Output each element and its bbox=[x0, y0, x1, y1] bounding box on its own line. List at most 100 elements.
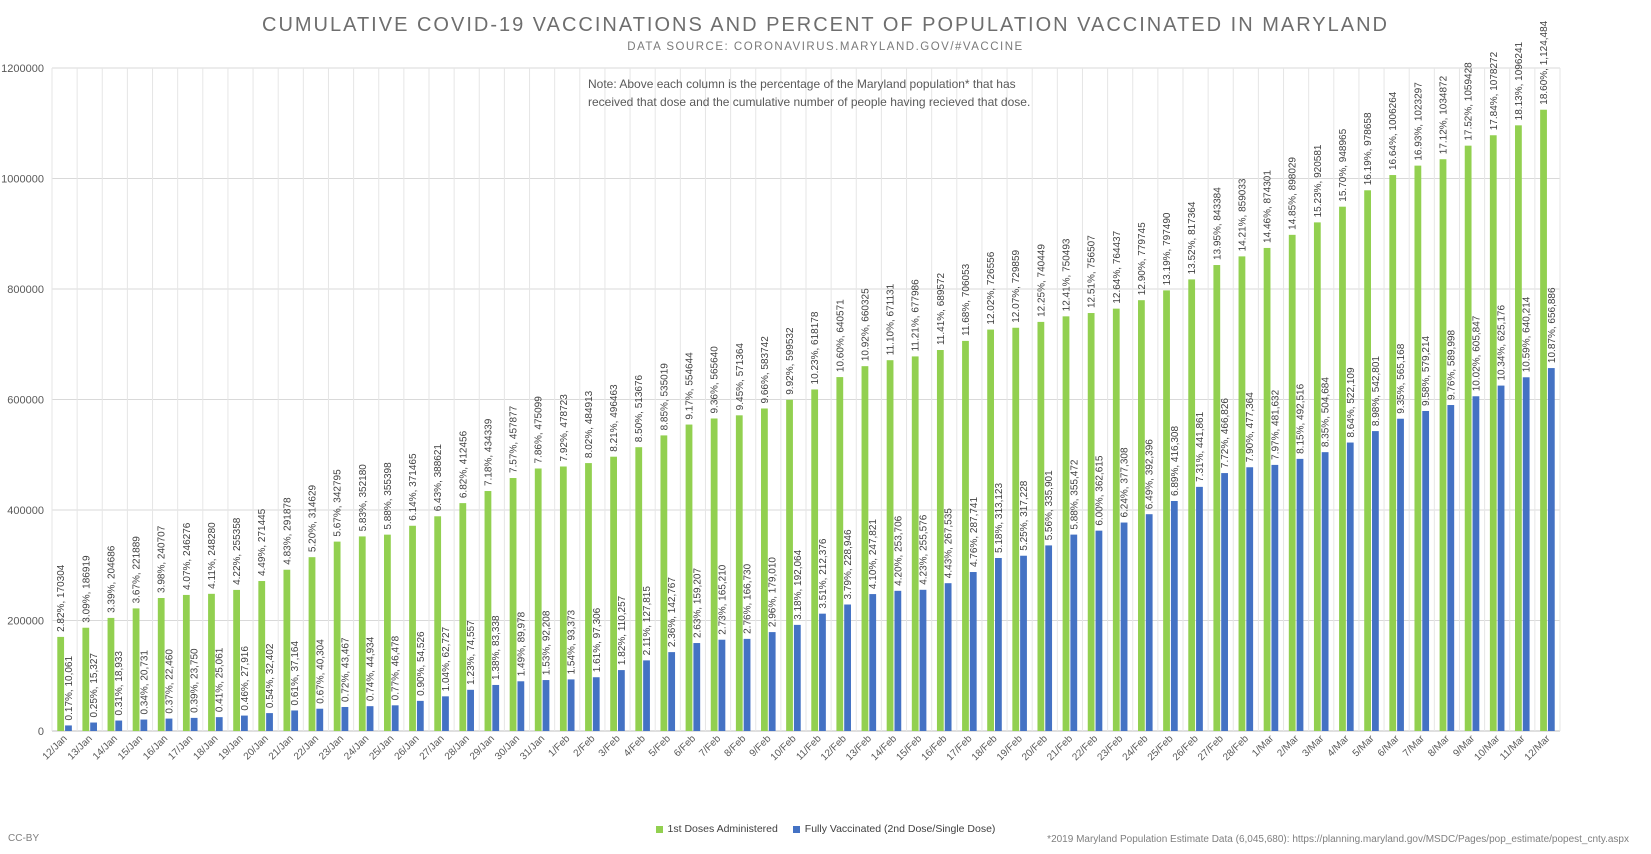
bar-fully-vaccinated bbox=[1447, 405, 1455, 731]
x-tick-label: 10/Feb bbox=[769, 733, 799, 763]
data-label-fully-vaccinated: 7.90%, 477,364 bbox=[1245, 392, 1256, 462]
bar-fully-vaccinated bbox=[542, 680, 550, 731]
bars bbox=[57, 109, 1555, 732]
x-tick-label: 20/Jan bbox=[242, 733, 271, 762]
data-label-fully-vaccinated: 3.79%, 228,946 bbox=[843, 529, 854, 599]
x-tick-label: 17/Feb bbox=[945, 733, 975, 763]
bar-first-dose bbox=[57, 636, 65, 731]
data-label-first-dose: 7.92%, 478723 bbox=[559, 394, 570, 462]
data-label-first-dose: 13.19%, 797490 bbox=[1162, 212, 1173, 285]
data-label-first-dose: 12.25%, 740449 bbox=[1036, 244, 1047, 317]
data-label-first-dose: 10.92%, 660325 bbox=[860, 288, 871, 361]
bar-first-dose bbox=[1389, 175, 1397, 732]
data-label-first-dose: 14.46%, 874301 bbox=[1263, 170, 1274, 243]
data-label-fully-vaccinated: 0.17%, 10,061 bbox=[64, 656, 75, 721]
bar-fully-vaccinated bbox=[140, 719, 148, 731]
value-labels: 2.82%, 170304 0.17%, 10,061 3.09%, 186919 0… bbox=[56, 20, 1558, 720]
bar-fully-vaccinated bbox=[844, 604, 851, 731]
bar-fully-vaccinated bbox=[467, 689, 474, 731]
bar-fully-vaccinated bbox=[1372, 431, 1379, 731]
data-label-first-dose: 9.66%, 583742 bbox=[760, 336, 771, 404]
bar-fully-vaccinated bbox=[693, 643, 701, 731]
x-tick-label: 15/Feb bbox=[894, 733, 924, 763]
bar-first-dose bbox=[358, 536, 366, 731]
x-tick-label: 31/Jan bbox=[518, 733, 547, 762]
bar-first-dose bbox=[233, 589, 240, 731]
bar-fully-vaccinated bbox=[618, 670, 625, 731]
bar-fully-vaccinated bbox=[592, 677, 600, 731]
x-tick-label: 24/Feb bbox=[1121, 733, 1151, 763]
data-label-first-dose: 5.83%, 352180 bbox=[358, 464, 369, 532]
data-label-first-dose: 9.36%, 565640 bbox=[710, 346, 721, 414]
bar-fully-vaccinated bbox=[366, 706, 374, 731]
x-tick-label: 14/Jan bbox=[91, 733, 120, 762]
x-tick-label: 25/Jan bbox=[367, 733, 396, 762]
bar-first-dose bbox=[559, 466, 567, 731]
data-label-fully-vaccinated: 1.23%, 74,557 bbox=[466, 620, 477, 685]
data-label-fully-vaccinated: 10.87%, 656,886 bbox=[1547, 287, 1558, 363]
x-tick-label: 28/Jan bbox=[443, 733, 472, 762]
bar-first-dose bbox=[936, 350, 944, 731]
bar-fully-vaccinated bbox=[668, 652, 676, 731]
data-label-first-dose: 16.19%, 978658 bbox=[1363, 112, 1374, 185]
x-tick-label: 27/Feb bbox=[1196, 733, 1226, 763]
x-tick-label: 23/Jan bbox=[317, 733, 346, 762]
bar-fully-vaccinated bbox=[743, 638, 751, 731]
population-footnote: *2019 Maryland Population Estimate Data … bbox=[1047, 834, 1629, 845]
bar-fully-vaccinated bbox=[793, 624, 801, 731]
y-tick-label: 0 bbox=[38, 726, 44, 738]
data-label-first-dose: 5.67%, 342795 bbox=[333, 469, 344, 537]
bar-first-dose bbox=[811, 389, 819, 731]
bar-first-dose bbox=[660, 435, 668, 731]
data-label-first-dose: 8.02%, 484913 bbox=[584, 390, 595, 458]
data-label-fully-vaccinated: 0.34%, 20,731 bbox=[139, 650, 150, 715]
data-label-fully-vaccinated: 1.53%, 92,208 bbox=[541, 610, 552, 675]
data-label-first-dose: 16.64%, 1006264 bbox=[1388, 91, 1399, 170]
bar-first-dose bbox=[1087, 313, 1095, 731]
data-label-fully-vaccinated: 6.00%, 362,615 bbox=[1094, 455, 1105, 525]
bar-fully-vaccinated bbox=[1296, 458, 1304, 731]
bar-fully-vaccinated bbox=[65, 725, 72, 731]
data-label-first-dose: 11.10%, 671131 bbox=[886, 283, 897, 355]
bar-first-dose bbox=[409, 525, 416, 731]
data-label-fully-vaccinated: 0.25%, 15,327 bbox=[89, 653, 100, 718]
bar-fully-vaccinated bbox=[266, 713, 273, 731]
x-tick-label: 12/Jan bbox=[41, 733, 70, 762]
bar-first-dose bbox=[911, 356, 919, 731]
x-tick-label: 26/Feb bbox=[1171, 733, 1201, 763]
bar-fully-vaccinated bbox=[517, 681, 525, 731]
data-label-fully-vaccinated: 1.04%, 62,727 bbox=[441, 626, 452, 691]
x-tick-label: 16/Feb bbox=[920, 733, 950, 763]
bar-fully-vaccinated bbox=[1522, 377, 1530, 731]
data-label-fully-vaccinated: 6.49%, 392,396 bbox=[1145, 439, 1156, 509]
x-tick-label: 1/Feb bbox=[546, 733, 572, 759]
x-tick-label: 6/Mar bbox=[1376, 733, 1402, 759]
bar-fully-vaccinated bbox=[1170, 500, 1178, 731]
data-label-fully-vaccinated: 8.64%, 522,109 bbox=[1346, 367, 1357, 437]
bar-first-dose bbox=[1439, 159, 1447, 731]
data-label-fully-vaccinated: 2.11%, 127,815 bbox=[642, 586, 653, 656]
data-label-first-dose: 17.52%, 1059428 bbox=[1464, 62, 1475, 141]
data-label-first-dose: 4.49%, 271445 bbox=[257, 508, 268, 576]
x-tick-label: 16/Jan bbox=[141, 733, 170, 762]
bar-first-dose bbox=[484, 491, 492, 731]
bar-fully-vaccinated bbox=[1020, 555, 1027, 731]
data-label-first-dose: 4.11%, 248280 bbox=[207, 522, 218, 589]
data-label-first-dose: 7.57%, 457877 bbox=[509, 405, 520, 473]
bar-fully-vaccinated bbox=[1547, 368, 1555, 731]
bar-first-dose bbox=[1489, 135, 1497, 732]
data-label-fully-vaccinated: 1.61%, 97,306 bbox=[592, 607, 603, 672]
bar-first-dose bbox=[786, 399, 793, 731]
bar-fully-vaccinated bbox=[768, 632, 776, 731]
data-label-fully-vaccinated: 8.98%, 542,801 bbox=[1371, 356, 1382, 426]
data-label-first-dose: 2.82%, 170304 bbox=[56, 564, 67, 632]
data-label-fully-vaccinated: 4.43%, 267,535 bbox=[944, 508, 955, 578]
data-label-fully-vaccinated: 0.46%, 27,916 bbox=[240, 646, 251, 711]
data-label-fully-vaccinated: 1.38%, 83,338 bbox=[491, 615, 502, 680]
data-label-first-dose: 11.68%, 706053 bbox=[961, 263, 972, 336]
x-tick-label: 4/Feb bbox=[622, 733, 648, 759]
data-label-fully-vaccinated: 2.76%, 166,730 bbox=[743, 563, 754, 633]
data-label-first-dose: 3.39%, 204686 bbox=[106, 545, 117, 613]
data-label-first-dose: 13.95%, 843384 bbox=[1212, 187, 1223, 260]
x-tick-label: 2/Mar bbox=[1275, 733, 1301, 759]
